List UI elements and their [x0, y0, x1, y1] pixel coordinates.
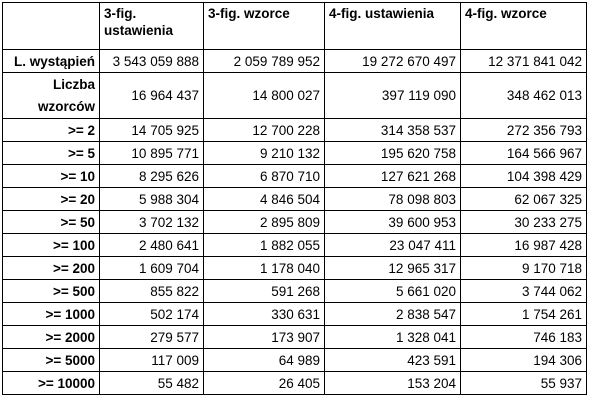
- table-cell: 12 965 317: [324, 256, 461, 280]
- table-cell: 10 895 771: [99, 141, 204, 165]
- column-header-corner: [2, 2, 100, 50]
- row-label: >= 10000: [2, 371, 100, 395]
- table-row: >= 50 3 702 132 2 895 809 39 600 953 30 233 …: [2, 210, 587, 234]
- table-cell: 272 356 793: [460, 118, 587, 142]
- table-cell: 16 964 437: [99, 72, 204, 119]
- table-cell: 26 405: [203, 371, 325, 395]
- table-row: >= 1000 502 174 330 631 2 838 547 1 754 261: [2, 302, 587, 326]
- table-cell: 12 700 228: [203, 118, 325, 142]
- table-cell: 39 600 953: [324, 210, 461, 234]
- row-label: >= 500: [2, 279, 100, 303]
- table-cell: 502 174: [99, 302, 204, 326]
- table-cell: 195 620 758: [324, 141, 461, 165]
- table-cell: 9 170 718: [460, 256, 587, 280]
- table-cell: 55 937: [460, 371, 587, 395]
- table-row: >= 2000 279 577 173 907 1 328 041 746 183: [2, 325, 587, 349]
- table-cell: 16 987 428: [460, 233, 587, 257]
- row-label: >= 10: [2, 164, 100, 188]
- table-cell: 55 482: [99, 371, 204, 395]
- table-cell: 3 702 132: [99, 210, 204, 234]
- table-row: >= 10000 55 482 26 405 153 204 55 937: [2, 371, 587, 395]
- table-cell: 1 328 041: [324, 325, 461, 349]
- table-row: >= 5000 117 009 64 989 423 591 194 306: [2, 348, 587, 372]
- table-cell: 330 631: [203, 302, 325, 326]
- table-cell: 78 098 803: [324, 187, 461, 211]
- table-cell: 30 233 275: [460, 210, 587, 234]
- table-cell: 2 480 641: [99, 233, 204, 257]
- header-row: 3-fig. ustawienia 3-fig. wzorce 4-fig. u…: [2, 2, 587, 50]
- table-row: >= 5 10 895 771 9 210 132 195 620 758 164 56…: [2, 141, 587, 165]
- table-cell: 117 009: [99, 348, 204, 372]
- row-label: >= 5000: [2, 348, 100, 372]
- table-cell: 279 577: [99, 325, 204, 349]
- table-cell: 1 754 261: [460, 302, 587, 326]
- table-cell: 64 989: [203, 348, 325, 372]
- table-cell: 746 183: [460, 325, 587, 349]
- table-cell: 5 661 020: [324, 279, 461, 303]
- table-cell: 173 907: [203, 325, 325, 349]
- table-cell: 14 800 027: [203, 72, 325, 119]
- table-cell: 2 895 809: [203, 210, 325, 234]
- table-row: >= 100 2 480 641 1 882 055 23 047 411 16 987…: [2, 233, 587, 257]
- table-cell: 104 398 429: [460, 164, 587, 188]
- row-label: >= 5: [2, 141, 100, 165]
- table-cell: 6 870 710: [203, 164, 325, 188]
- table-cell: 1 882 055: [203, 233, 325, 257]
- row-label: Liczba wzorców: [2, 72, 100, 119]
- table-cell: 3 543 059 888: [99, 49, 204, 73]
- table-cell: 14 705 925: [99, 118, 204, 142]
- row-label: >= 2000: [2, 325, 100, 349]
- statistics-table: 3-fig. ustawienia 3-fig. wzorce 4-fig. u…: [2, 2, 587, 395]
- table-cell: 591 268: [203, 279, 325, 303]
- table-row: >= 20 5 988 304 4 846 504 78 098 803 62 067 …: [2, 187, 587, 211]
- table-cell: 3 744 062: [460, 279, 587, 303]
- table-cell: 194 306: [460, 348, 587, 372]
- table-row: >= 2 14 705 925 12 700 228 314 358 537 272 3…: [2, 118, 587, 142]
- row-label: L. wystąpień: [2, 49, 100, 73]
- table-row: >= 10 8 295 626 6 870 710 127 621 268 104 39…: [2, 164, 587, 188]
- table-cell: 855 822: [99, 279, 204, 303]
- row-label: >= 1000: [2, 302, 100, 326]
- row-label: >= 100: [2, 233, 100, 257]
- table-cell: 9 210 132: [203, 141, 325, 165]
- column-header-3fig-settings: 3-fig. ustawienia: [99, 2, 204, 50]
- table-cell: 2 838 547: [324, 302, 461, 326]
- table-cell: 1 178 040: [203, 256, 325, 280]
- table-row: >= 200 1 609 704 1 178 040 12 965 317 9 170 …: [2, 256, 587, 280]
- table-cell: 127 621 268: [324, 164, 461, 188]
- table-cell: 2 059 789 952: [203, 49, 325, 73]
- row-label: >= 50: [2, 210, 100, 234]
- table-cell: 314 358 537: [324, 118, 461, 142]
- table-cell: 164 566 967: [460, 141, 587, 165]
- table-row: >= 500 855 822 591 268 5 661 020 3 744 062: [2, 279, 587, 303]
- column-header-4fig-patterns: 4-fig. wzorce: [460, 2, 587, 50]
- column-header-3fig-patterns: 3-fig. wzorce: [203, 2, 325, 50]
- table-cell: 23 047 411: [324, 233, 461, 257]
- table-cell: 62 067 325: [460, 187, 587, 211]
- table-cell: 423 591: [324, 348, 461, 372]
- column-header-4fig-settings: 4-fig. ustawienia: [324, 2, 461, 50]
- table-cell: 8 295 626: [99, 164, 204, 188]
- table-row: L. wystąpień 3 543 059 888 2 059 789 952 19…: [2, 49, 587, 73]
- table-cell: 19 272 670 497: [324, 49, 461, 73]
- row-label: >= 200: [2, 256, 100, 280]
- row-label: >= 2: [2, 118, 100, 142]
- table-cell: 153 204: [324, 371, 461, 395]
- table-cell: 348 462 013: [460, 72, 587, 119]
- table-cell: 4 846 504: [203, 187, 325, 211]
- table-row: Liczba wzorców 16 964 437 14 800 027 397 11…: [2, 72, 587, 119]
- row-label: >= 20: [2, 187, 100, 211]
- table-cell: 12 371 841 042: [460, 49, 587, 73]
- table-cell: 397 119 090: [324, 72, 461, 119]
- table-cell: 5 988 304: [99, 187, 204, 211]
- table-cell: 1 609 704: [99, 256, 204, 280]
